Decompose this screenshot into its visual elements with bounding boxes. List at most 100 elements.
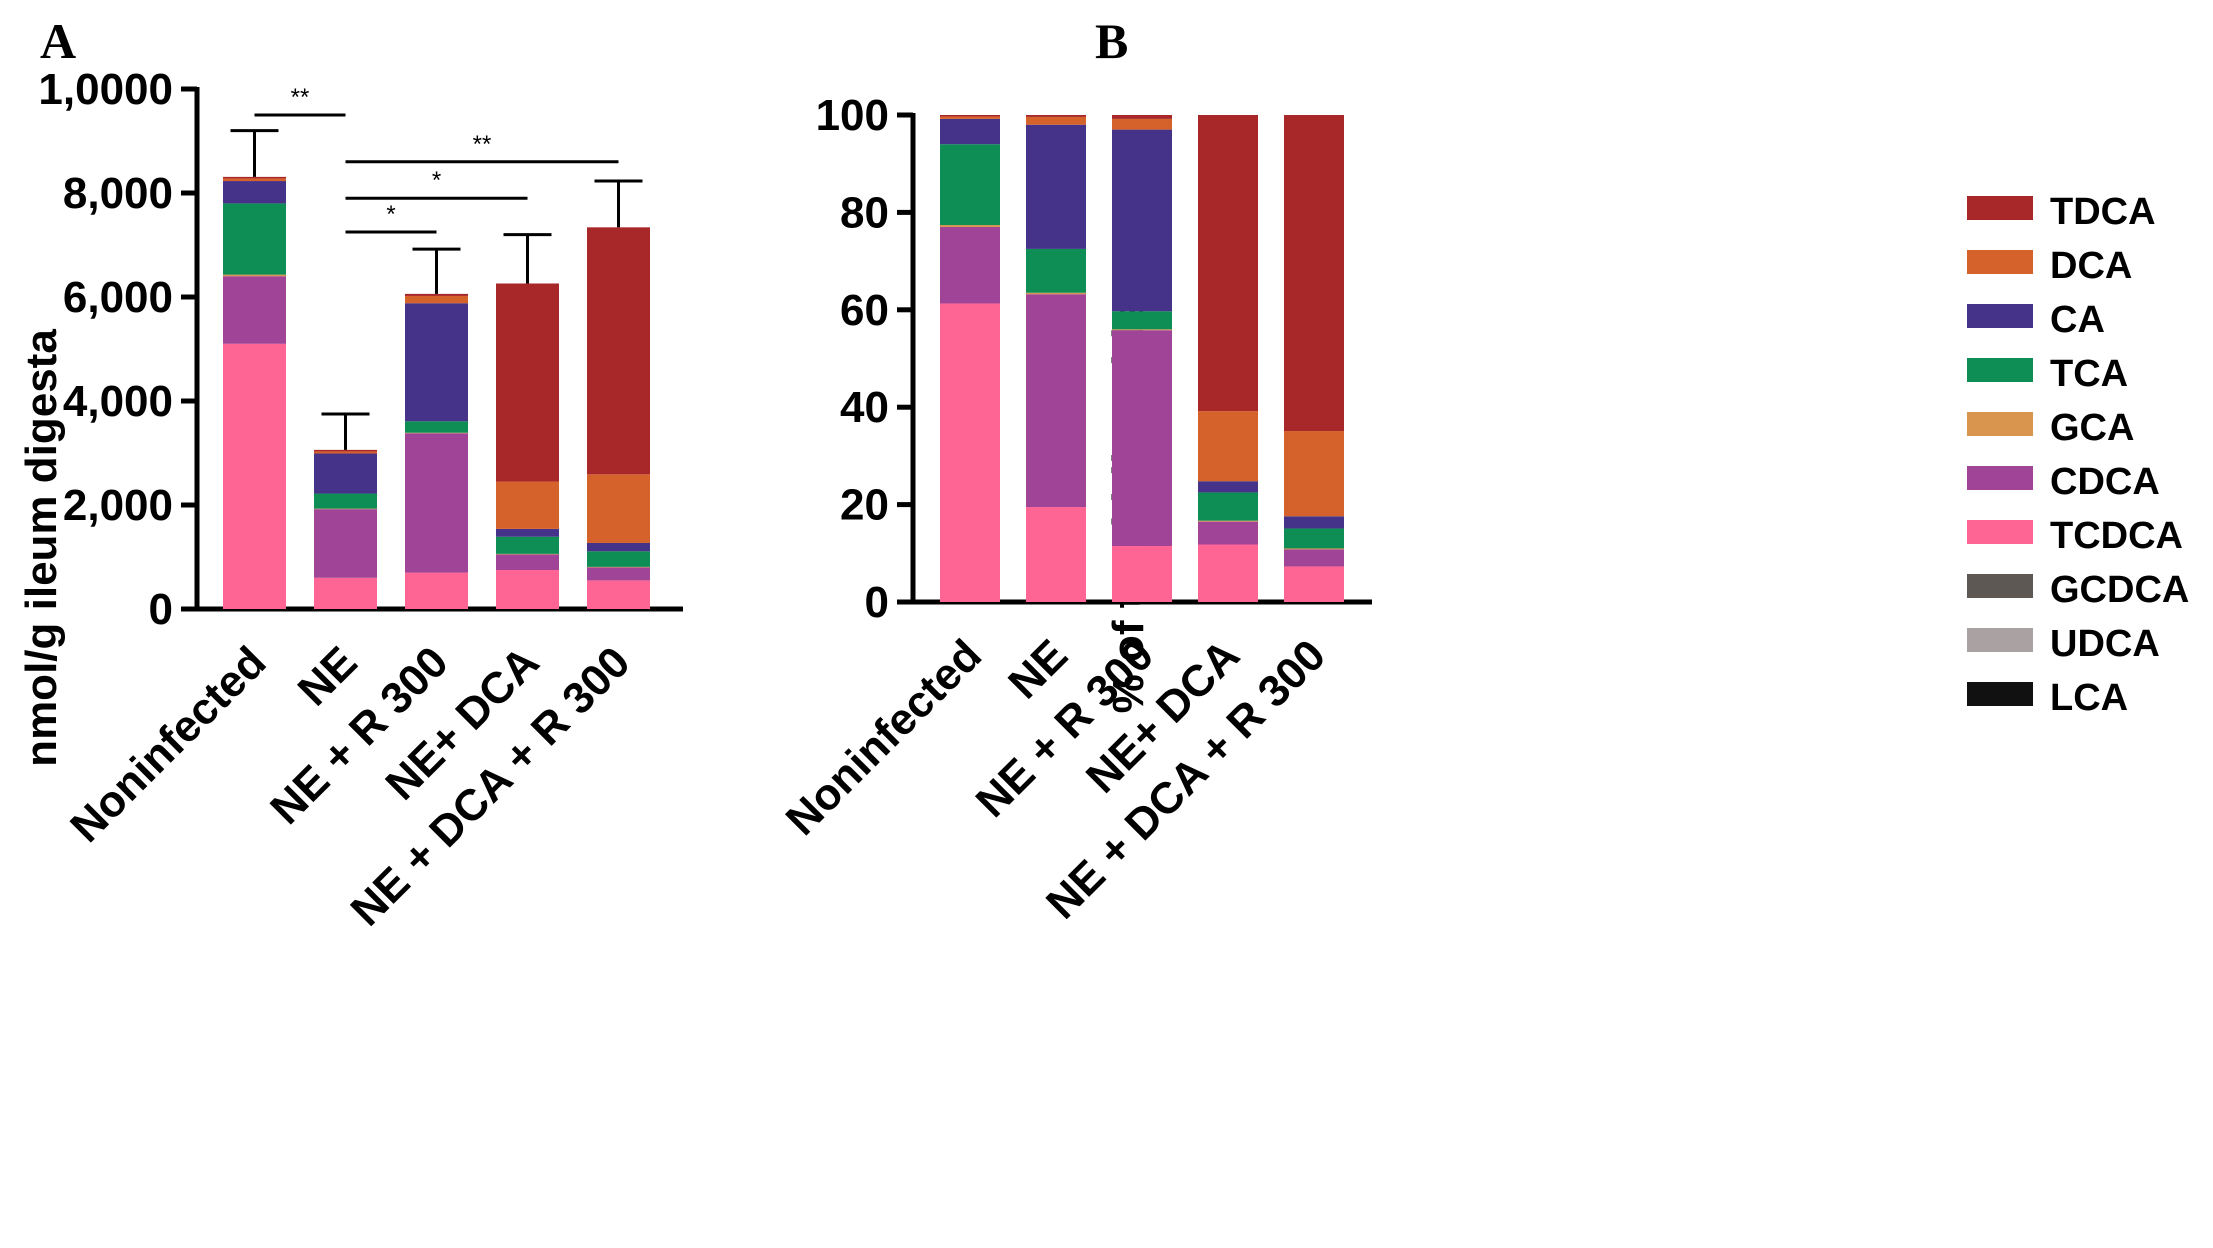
bar-segment-tdca — [496, 283, 559, 482]
bar-segment-tdca — [1112, 115, 1172, 119]
bar-segment-tcdca — [1284, 566, 1344, 602]
bar-segment-tca — [1026, 248, 1086, 293]
bar-segment-tca — [1284, 528, 1344, 549]
bar-segment-cdca — [496, 554, 559, 570]
legend-swatch-tdca — [1967, 196, 2033, 220]
bar-segment-dca — [940, 116, 1000, 119]
legend-label: LCA — [2050, 677, 2128, 719]
legend-swatch-gcdca — [1967, 574, 2033, 598]
panel-a: A nmol/g ileum digesta 0 2,000 4,000 6,000 8… — [17, 13, 683, 935]
bar-segment-dca — [1198, 411, 1258, 482]
bar-segment-cdca — [587, 567, 650, 581]
bar-segment-dca — [314, 451, 377, 454]
legend-swatch-dca — [1967, 250, 2033, 274]
bar-segment-cdca — [405, 433, 468, 573]
legend-swatch-gca — [1967, 412, 2033, 436]
bar-segment-ca — [1026, 124, 1086, 249]
panel-a-axes: 0 2,000 4,000 6,000 8,000 1,0000 — [38, 65, 683, 634]
bar-segment-tcdca — [1112, 545, 1172, 602]
legend-label: TCA — [2050, 353, 2128, 395]
bar-segment-gca — [496, 553, 559, 555]
bar-segment-tcdca — [223, 343, 286, 609]
bar-segment-gca — [314, 508, 377, 510]
y-tick-label: 20 — [840, 481, 889, 530]
y-tick-label: 40 — [840, 383, 889, 432]
bar-segment-tcdca — [587, 580, 650, 609]
y-tick-label: 0 — [149, 585, 173, 634]
panel-a-error-bars — [230, 129, 643, 450]
y-tick-label: 100 — [816, 91, 889, 140]
y-tick-label: 1,0000 — [38, 65, 173, 114]
bar-segment-cdca — [223, 276, 286, 344]
bar-segment-tca — [1112, 311, 1172, 330]
bar-segment-tca — [1198, 492, 1258, 521]
category-label: Noninfected — [777, 630, 991, 844]
bar-segment-cdca — [1284, 549, 1344, 567]
bar-segment-tdca — [1198, 115, 1258, 412]
bar-segment-ca — [587, 542, 650, 552]
bar-segment-tcdca — [940, 303, 1000, 602]
bar-segment-tca — [940, 144, 1000, 226]
bar-segment-gca — [223, 274, 286, 277]
bar-segment-ca — [1198, 481, 1258, 493]
bar-segment-ca — [405, 303, 468, 422]
bar-segment-ca — [1112, 129, 1172, 312]
panel-a-significance: ****** — [254, 84, 619, 234]
bar-segment-dca — [496, 481, 559, 529]
bar-segment-tcdca — [1198, 544, 1258, 602]
bar-segment-cdca — [940, 227, 1000, 304]
bar-segment-gca — [1284, 548, 1344, 550]
bar-segment-cdca — [1198, 521, 1258, 545]
bar-segment-tcdca — [314, 577, 377, 609]
bar-segment-dca — [1112, 118, 1172, 130]
bar-segment-gca — [1026, 292, 1086, 295]
bar-segment-tdca — [1284, 115, 1344, 432]
bar-segment-ca — [223, 181, 286, 204]
bar-segment-ca — [496, 528, 559, 537]
significance-label: ** — [473, 131, 492, 158]
bar-segment-gca — [587, 566, 650, 568]
panel-a-ylabel: nmol/g ileum digesta — [17, 329, 66, 767]
y-tick-label: 8,000 — [63, 169, 173, 218]
bar-segment-tdca — [587, 227, 650, 475]
bar-segment-dca — [587, 474, 650, 543]
bar-segment-gca — [940, 225, 1000, 228]
legend-swatch-cdca — [1967, 466, 2033, 490]
legend-label: TDCA — [2050, 191, 2156, 233]
bar-segment-tca — [587, 551, 650, 567]
legend-swatch-lca — [1967, 682, 2033, 706]
y-tick-label: 60 — [840, 286, 889, 335]
bar-segment-tca — [405, 421, 468, 433]
legend-label: GCDCA — [2050, 569, 2189, 611]
bar-segment-tdca — [405, 293, 468, 296]
category-label: NE — [289, 637, 367, 715]
bar-segment-gca — [1198, 520, 1258, 522]
bar-segment-dca — [223, 178, 286, 182]
bar-segment-cdca — [1026, 294, 1086, 508]
legend-swatch-tca — [1967, 358, 2033, 382]
legend-label: TCDCA — [2050, 515, 2183, 557]
legend: TDCA DCA CA TCA GCA CDCA TCDCA GCDCA UDCA LCA — [1967, 191, 2189, 719]
significance-label: * — [386, 201, 395, 228]
bar-segment-tdca — [314, 449, 377, 452]
legend-label: GCA — [2050, 407, 2134, 449]
y-tick-label: 80 — [840, 188, 889, 237]
panel-a-bars — [223, 176, 650, 609]
bar-segment-tcdca — [496, 570, 559, 609]
bar-segment-cdca — [314, 509, 377, 578]
bar-segment-dca — [1284, 431, 1344, 517]
bar-segment-ca — [940, 118, 1000, 145]
y-tick-label: 2,000 — [63, 481, 173, 530]
bar-segment-dca — [405, 295, 468, 304]
bar-segment-tdca — [1026, 115, 1086, 117]
panel-b-bars — [940, 115, 1344, 602]
y-tick-label: 4,000 — [63, 377, 173, 426]
bar-segment-tca — [223, 203, 286, 275]
significance-label: ** — [291, 84, 310, 111]
significance-label: * — [432, 167, 441, 194]
bar-segment-tca — [314, 493, 377, 509]
